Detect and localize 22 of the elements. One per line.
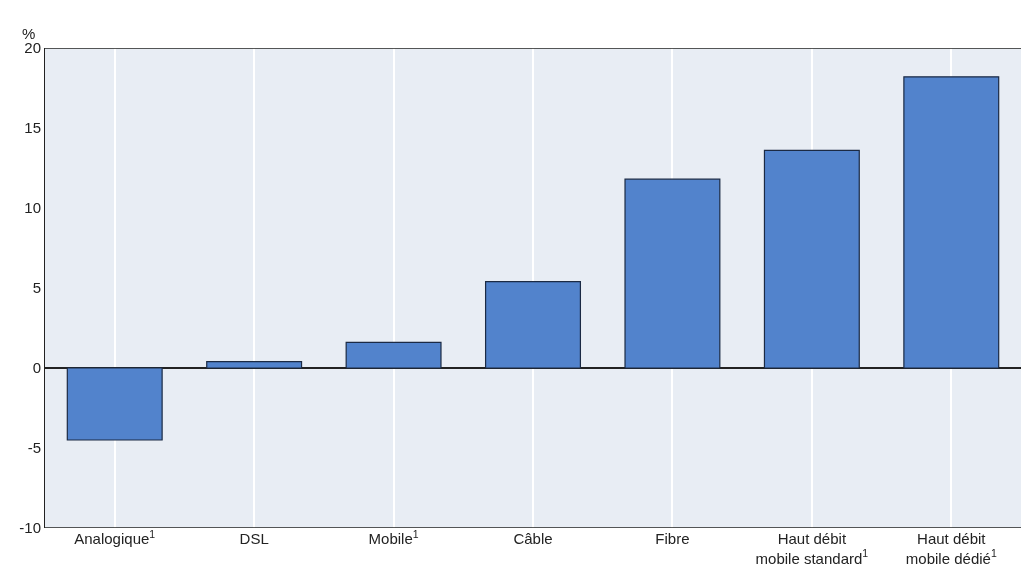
y-tick-label: -10: [19, 519, 41, 537]
y-tick-label: 15: [24, 119, 41, 137]
bar: [206, 361, 303, 369]
bar: [484, 281, 582, 369]
x-tick-label: Haut débit mobile dédié$^{1}$: [905, 530, 997, 567]
bar: [66, 367, 163, 441]
y-tick-label: -5: [27, 439, 41, 457]
x-tick-label: Fibre: [655, 530, 690, 547]
x-tick-label: DSL: [239, 530, 269, 547]
x-tick-label: Mobile$^{1}$: [368, 527, 419, 547]
x-tick-label: Câble: [513, 530, 553, 547]
x-tick-label: Analogique$^{1}$: [74, 527, 156, 547]
bar: [763, 149, 860, 369]
y-tick-label: 5: [32, 279, 41, 297]
bar: [624, 178, 721, 369]
y-tick-label: 0: [32, 359, 41, 377]
y-axis-title: %: [22, 25, 36, 42]
y-tick-label: 20: [24, 39, 41, 57]
y-tick-label: 10: [24, 199, 41, 217]
bar: [903, 76, 1000, 369]
x-tick-label: Haut débit mobile standard$^{1}$: [755, 530, 869, 567]
bar: [345, 341, 442, 369]
